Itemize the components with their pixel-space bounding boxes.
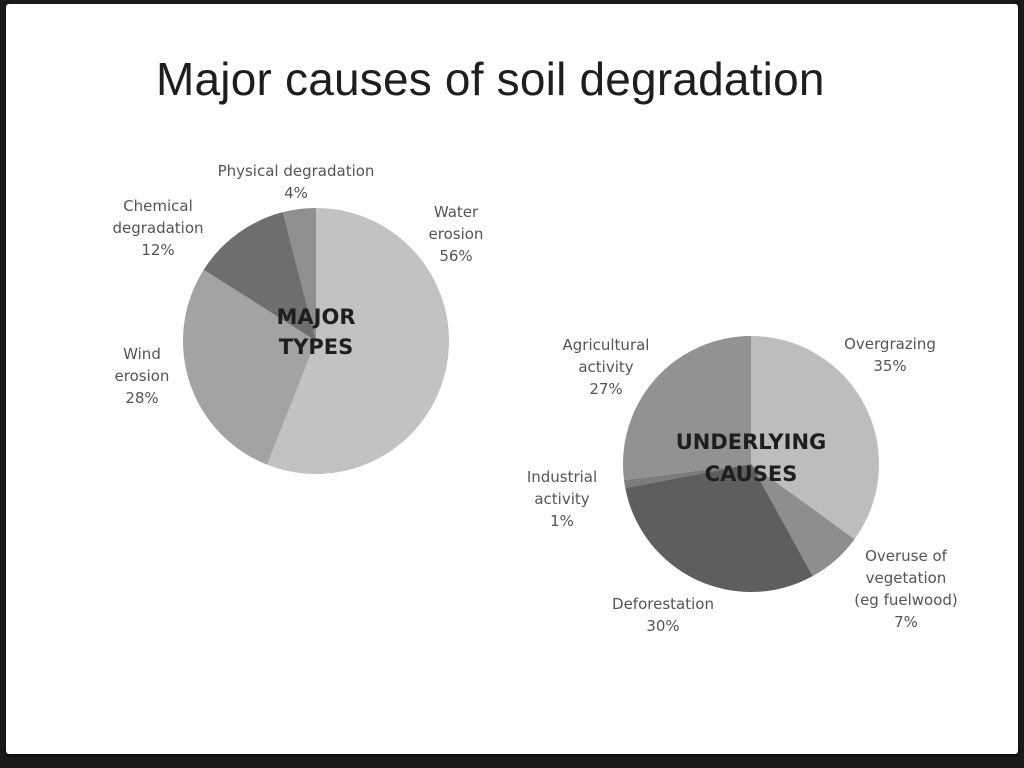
slice-label-line: vegetation	[866, 569, 947, 587]
pie-slice	[203, 212, 316, 341]
slice-label: Chemical degradation 12%	[112, 197, 203, 259]
slice-label-line: activity	[534, 490, 589, 508]
slice-label-line: Deforestation	[612, 595, 714, 613]
pie-center-label-line: CAUSES	[705, 462, 798, 486]
slice-label-line: Agricultural	[563, 336, 650, 354]
slice-label-line: Industrial	[527, 468, 597, 486]
pie-center-label-line: MAJOR	[277, 305, 356, 329]
slice-label-line: Overuse of	[865, 547, 948, 565]
pie-slice	[182, 269, 316, 465]
slice-label-line: 56%	[439, 247, 472, 265]
slice-label: Physical degradation 4%	[218, 162, 375, 202]
slice-label: Water erosion 56%	[429, 203, 484, 265]
slice-label-line: Wind	[123, 345, 161, 363]
slice-label-line: (eg fuelwood)	[854, 591, 958, 609]
pie-slice	[267, 208, 449, 474]
pie-chart-underlying-causes: Overgrazing 35% Overuse of vegetation (eg fu…	[527, 335, 958, 635]
slice-label: Agricultural activity 27%	[563, 336, 650, 398]
slice-label-line: 12%	[141, 241, 174, 259]
charts-canvas: Water erosion 56% Wind erosion 28% Chemical deg…	[112, 162, 958, 635]
slice-label-line: 1%	[550, 512, 574, 530]
slice-label: Overgrazing 35%	[844, 335, 936, 375]
slice-label-line: 4%	[284, 184, 308, 202]
pie-chart-major-types: Water erosion 56% Wind erosion 28% Chemical deg…	[112, 162, 483, 474]
slide-title: Major causes of soil degradation	[156, 53, 825, 105]
slice-label-line: erosion	[115, 367, 170, 385]
pie-slice	[623, 336, 751, 481]
slice-label-line: Physical degradation	[218, 162, 375, 180]
slice-label-line: 28%	[125, 389, 158, 407]
pie-slice	[624, 464, 751, 488]
pie-center-label: MAJOR TYPES	[277, 305, 356, 359]
pie-slice	[751, 336, 879, 540]
slice-label-line: Water	[434, 203, 479, 221]
slice-label-line: erosion	[429, 225, 484, 243]
slice-label-line: activity	[578, 358, 633, 376]
pie-center-label: UNDERLYING CAUSES	[676, 430, 827, 486]
slice-label: Overuse of vegetation (eg fuelwood) 7%	[854, 547, 958, 631]
pie-slice	[751, 464, 855, 577]
slide: Major causes of soil degradation Water er…	[6, 4, 1018, 754]
slice-label: Wind erosion 28%	[115, 345, 170, 407]
slice-label-line: 7%	[894, 613, 918, 631]
slice-label-line: Overgrazing	[844, 335, 936, 353]
pie-slice	[625, 464, 813, 592]
slice-label-line: Chemical	[123, 197, 193, 215]
slice-label: Deforestation 30%	[612, 595, 714, 635]
slice-label-line: 35%	[873, 357, 906, 375]
pie-slice	[282, 208, 316, 341]
pie-center-label-line: TYPES	[279, 335, 353, 359]
slice-label-line: 30%	[646, 617, 679, 635]
slice-label: Industrial activity 1%	[527, 468, 597, 530]
pie-center-label-line: UNDERLYING	[676, 430, 827, 454]
slice-label-line: 27%	[589, 380, 622, 398]
slice-label-line: degradation	[112, 219, 203, 237]
